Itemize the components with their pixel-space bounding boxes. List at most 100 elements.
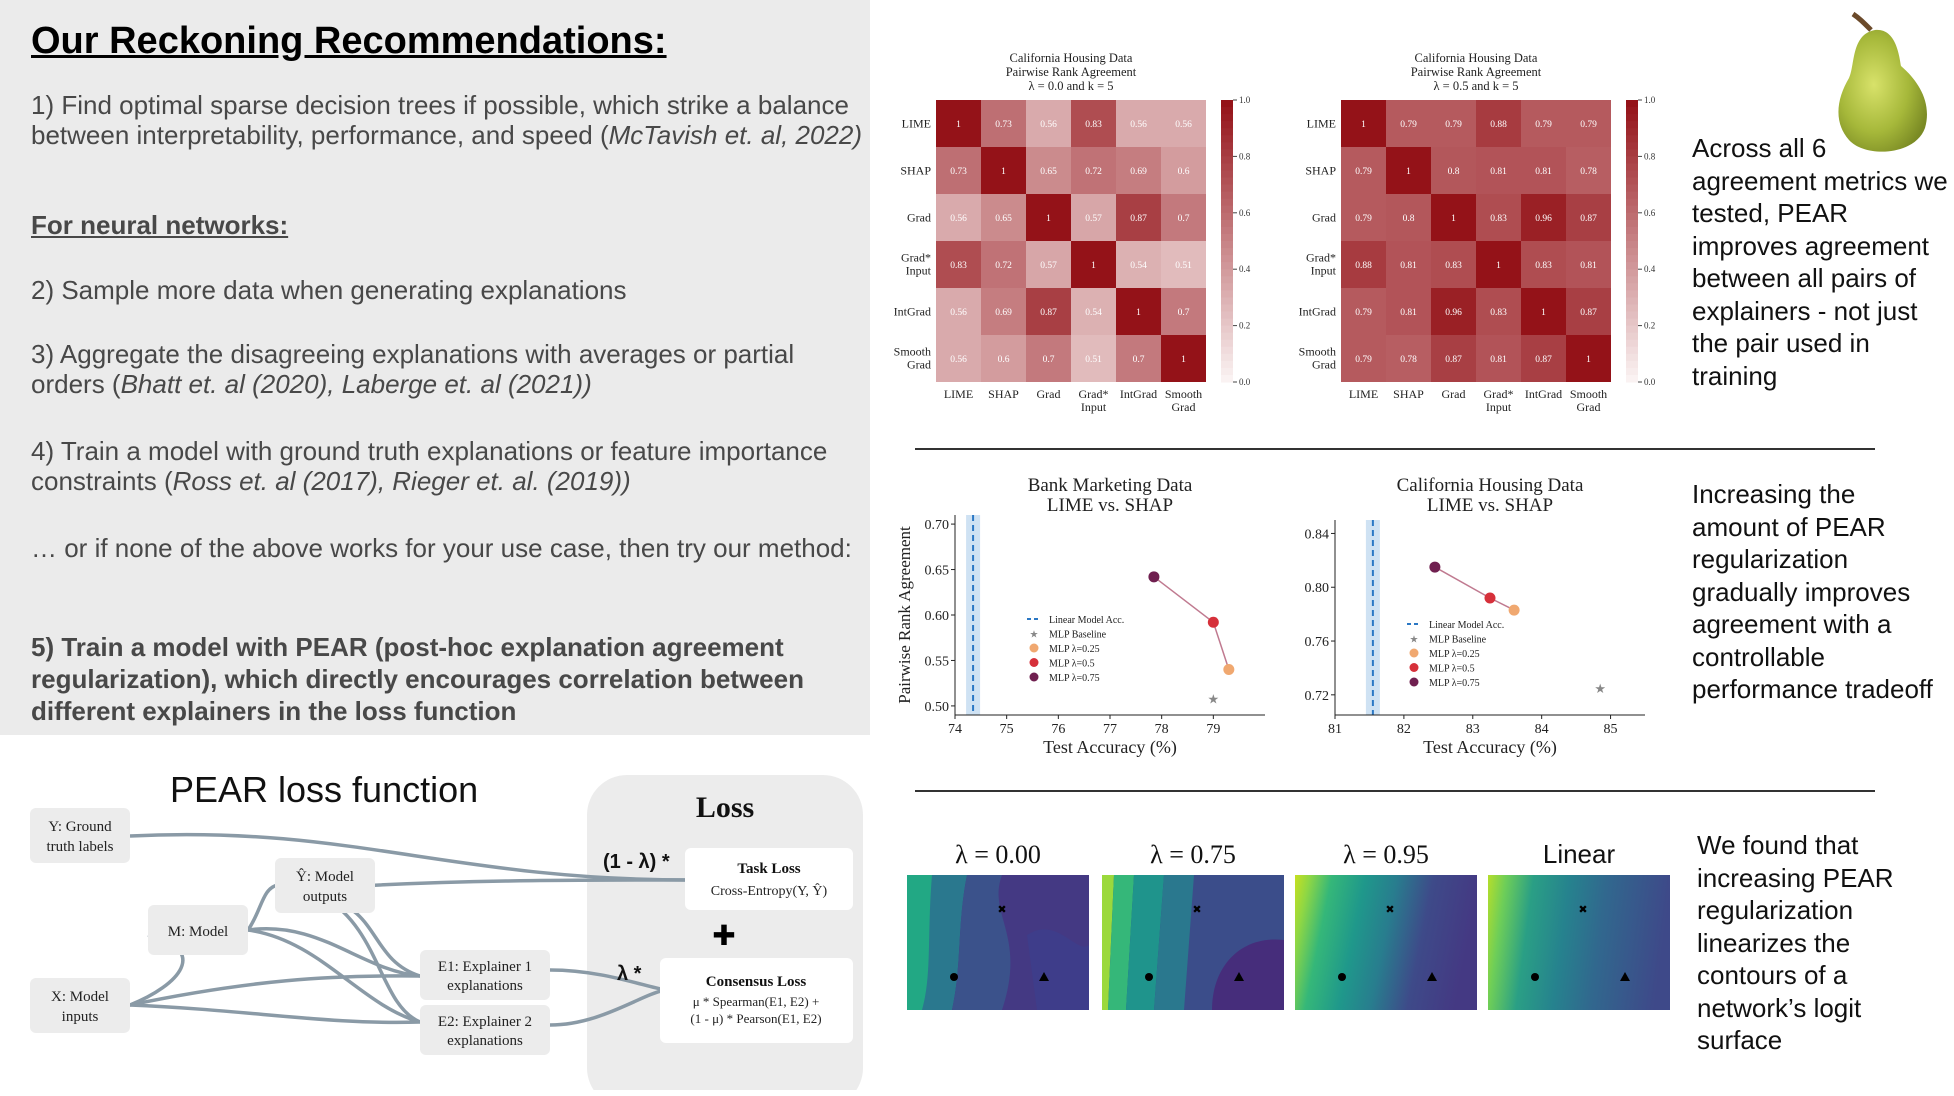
rec4-citation: Ross et. al (2017), Rieger et. al. (2019… bbox=[172, 466, 631, 496]
svg-text:explanations: explanations bbox=[447, 1033, 523, 1049]
heatmap-cell-value: 0.88 bbox=[1355, 261, 1372, 271]
heatmap-cell bbox=[981, 288, 1026, 335]
contour-label: Linear bbox=[1543, 839, 1616, 869]
legend-label: MLP λ=0.75 bbox=[1429, 678, 1480, 689]
heatmap-cell bbox=[1521, 241, 1566, 288]
rec3-citation: Bhatt et. al (2020), Laberge et. al (202… bbox=[120, 369, 592, 399]
colorbar-segment bbox=[1221, 283, 1233, 291]
heatmap-cell-value: 0.65 bbox=[995, 214, 1012, 224]
heatmap-cell bbox=[1431, 147, 1476, 194]
heatmap-cell bbox=[1476, 335, 1521, 382]
legend-label: MLP λ=0.25 bbox=[1049, 644, 1100, 655]
contour-panel-2: λ = 0.75 ✖ bbox=[1102, 840, 1284, 1010]
heatmap-row-label: Grad* Input bbox=[1306, 251, 1337, 278]
heatmap-cell bbox=[1161, 194, 1206, 241]
rec1-citation: McTavish et. al, 2022) bbox=[608, 120, 863, 150]
heatmap-cell bbox=[1431, 241, 1476, 288]
heatmap-cell-value: 0.79 bbox=[1400, 120, 1417, 130]
heatmap-cell-value: 0.56 bbox=[1175, 120, 1192, 130]
heatmap-cell bbox=[1431, 288, 1476, 335]
series-point bbox=[1207, 616, 1219, 628]
colorbar-segment bbox=[1221, 149, 1233, 157]
contour-band bbox=[907, 875, 932, 1010]
heatmap-cell bbox=[1476, 147, 1521, 194]
colorbar-segment bbox=[1221, 325, 1233, 334]
side-text-tradeoff: Increasing the amount of PEAR regulariza… bbox=[1692, 479, 1933, 704]
heatmap-cell bbox=[1026, 194, 1071, 241]
recommendation-3: 3) Aggregate the disagreeing explanation… bbox=[31, 339, 866, 399]
colorbar-segment bbox=[1626, 107, 1638, 115]
heatmap-cell bbox=[1476, 100, 1521, 147]
heatmap-cell bbox=[1476, 194, 1521, 241]
colorbar-segment bbox=[1626, 297, 1638, 305]
legend-swatch bbox=[1029, 672, 1039, 682]
y-tick-label: 0.76 bbox=[1305, 635, 1330, 650]
series-point bbox=[1223, 664, 1235, 676]
colorbar-segment bbox=[1626, 304, 1638, 312]
colorbar-segment bbox=[1626, 205, 1638, 214]
x-marker-icon: ✖ bbox=[997, 903, 1006, 916]
node-model-outputs: Ŷ: Model outputs bbox=[275, 858, 375, 913]
legend-swatch: ★ bbox=[1410, 635, 1419, 646]
x-axis-label: Test Accuracy (%) bbox=[1423, 737, 1557, 758]
legend-swatch bbox=[1029, 643, 1039, 653]
mlp-baseline-point: ★ bbox=[1208, 693, 1220, 708]
heatmap-cell bbox=[936, 147, 981, 194]
legend-swatch bbox=[1409, 677, 1419, 687]
consensus-line-1: μ * Spearman(E1, E2) + bbox=[693, 994, 820, 1009]
contour-plots: λ = 0.00 ✖ λ = 0.75 ✖ λ = 0.95 ✖ Linear ✖ bbox=[907, 839, 1670, 1010]
colorbar-segment bbox=[1626, 339, 1638, 348]
heatmap-col-label: SHAP bbox=[988, 387, 1019, 401]
heatmap-cell bbox=[1386, 335, 1431, 382]
heatmap-cell-value: 0.96 bbox=[1535, 214, 1552, 224]
svg-text:explanations: explanations bbox=[447, 978, 523, 994]
colorbar-segment bbox=[1221, 353, 1233, 362]
side-text-agreement: Across all 6 agreement metrics we tested… bbox=[1692, 133, 1948, 391]
mlp-baseline-point: ★ bbox=[1594, 682, 1606, 697]
heatmap-cell-value: 0.88 bbox=[1490, 120, 1507, 130]
colorbar-segment bbox=[1626, 121, 1638, 129]
colorbar-segment bbox=[1626, 100, 1638, 108]
triangle-marker-icon bbox=[1427, 972, 1437, 981]
heatmap-col-label: Grad* Input bbox=[1484, 387, 1514, 414]
triangle-marker-icon bbox=[1039, 972, 1049, 981]
heatmap-cell bbox=[981, 194, 1026, 241]
heatmap-cell bbox=[1521, 194, 1566, 241]
legend-swatch bbox=[1029, 658, 1039, 667]
colorbar-tick-label: 0.8 bbox=[1239, 151, 1251, 161]
divider-2 bbox=[915, 790, 1875, 792]
heatmap-cell bbox=[1566, 100, 1611, 147]
heatmap-title-line-2: Pairwise Rank Agreement bbox=[1006, 65, 1137, 79]
heatmap-cell-value: 0.51 bbox=[1175, 261, 1192, 271]
colorbar-segment bbox=[1626, 177, 1638, 186]
heatmap-cell-value: 1 bbox=[1406, 167, 1411, 177]
heatmap-col-label: Grad bbox=[1442, 387, 1466, 401]
legend-label: MLP λ=0.25 bbox=[1429, 649, 1480, 660]
colorbar-segment bbox=[1626, 269, 1638, 277]
heatmap-cell-value: 0.6 bbox=[1178, 167, 1190, 177]
x-tick-label: 78 bbox=[1155, 722, 1169, 737]
x-tick-label: 75 bbox=[1000, 722, 1014, 737]
heatmap-cell-value: 1 bbox=[1046, 214, 1051, 224]
colorbar-segment bbox=[1221, 262, 1233, 270]
heatmap-cell bbox=[1476, 288, 1521, 335]
heatmap-cell bbox=[1386, 241, 1431, 288]
colorbar-segment bbox=[1626, 248, 1638, 256]
heatmap-cell-value: 0.79 bbox=[1355, 355, 1372, 365]
heatmap-row-label: LIME bbox=[1307, 117, 1336, 131]
colorbar-segment bbox=[1221, 304, 1233, 312]
colorbar-segment bbox=[1221, 184, 1233, 193]
colorbar-segment bbox=[1221, 114, 1233, 122]
heatmap-cell-value: 0.72 bbox=[1085, 167, 1102, 177]
legend-label: MLP λ=0.75 bbox=[1049, 673, 1100, 684]
legend-swatch bbox=[1409, 648, 1419, 658]
colorbar-segment bbox=[1626, 191, 1638, 200]
colorbar-segment bbox=[1221, 191, 1233, 200]
contour-band bbox=[1027, 929, 1089, 1010]
circle-marker-icon bbox=[1338, 973, 1346, 981]
heatmap-cell bbox=[1071, 147, 1116, 194]
legend-swatch: ★ bbox=[1030, 630, 1039, 641]
colorbar-segment bbox=[1626, 198, 1638, 207]
heatmap-cell bbox=[1026, 335, 1071, 382]
